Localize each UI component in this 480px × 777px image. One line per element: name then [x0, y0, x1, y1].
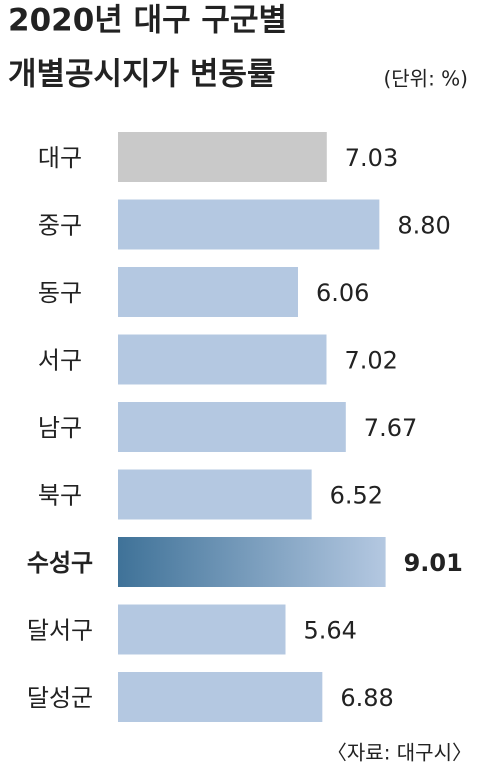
value-label: 6.88: [340, 684, 393, 712]
bar: [118, 132, 327, 182]
source: 〈자료: 대구시〉: [327, 741, 472, 765]
category-label: 동구: [38, 279, 82, 307]
value-label: 6.52: [330, 482, 383, 510]
chart-subtitle: 개별공시지가 변동률: [8, 57, 275, 93]
category-label: 수성구: [27, 549, 93, 577]
bar: [118, 537, 386, 587]
value-label: 5.64: [304, 617, 357, 645]
category-label: 달성군: [27, 684, 93, 712]
bar: [118, 469, 312, 520]
value-label: 7.67: [364, 414, 417, 442]
bar: [118, 267, 298, 317]
category-label: 북구: [38, 482, 82, 510]
category-label: 중구: [38, 212, 82, 240]
value-label: 6.06: [316, 279, 369, 307]
bar: [118, 604, 286, 655]
category-label: 남구: [38, 414, 82, 442]
unit-label: (단위: %): [383, 67, 468, 91]
category-label: 대구: [38, 144, 82, 172]
value-label: 7.03: [345, 144, 398, 172]
value-label: 9.01: [404, 549, 463, 577]
value-label: 8.80: [397, 212, 450, 240]
category-label: 서구: [38, 347, 82, 375]
bar: [118, 199, 380, 250]
bar: [118, 334, 327, 385]
chart-title: 2020년 대구 구군별: [8, 3, 287, 39]
bar: [118, 672, 323, 722]
category-label: 달서구: [27, 617, 93, 645]
value-label: 7.02: [344, 347, 397, 375]
bar: [118, 402, 346, 452]
